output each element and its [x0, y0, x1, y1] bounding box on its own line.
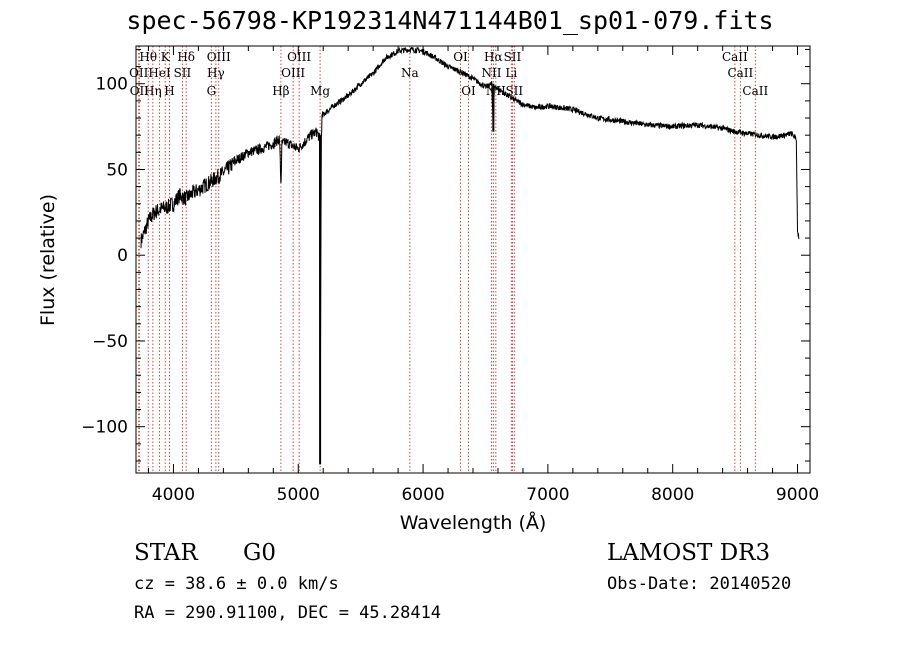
object-class: STAR — [134, 540, 198, 566]
line-label: CaII — [742, 84, 768, 98]
line-label: H — [164, 84, 174, 98]
y-axis: −100 −50 0 50 100 — [81, 48, 810, 462]
x-tick-label: 8000 — [651, 485, 694, 505]
line-label: K — [161, 50, 171, 64]
line-label: Hδ — [177, 50, 195, 64]
line-label: SII — [174, 66, 192, 80]
survey-name: LAMOST DR3 — [607, 540, 771, 566]
spectral-line-markers — [138, 46, 756, 473]
spectral-line-labels: OIIOIIHθHηHeIKHSIIHδGHγOIIIHβOIIIOIIIMgN… — [129, 50, 768, 98]
line-label: SII — [504, 50, 522, 64]
chart-title: spec-56798-KP192314N471144B01_sp01-079.f… — [126, 6, 774, 35]
y-tick-label: 50 — [106, 160, 128, 180]
line-label: G — [207, 84, 217, 98]
coordinates: RA = 290.91100, DEC = 45.28414 — [134, 603, 442, 623]
line-label: OII — [130, 84, 150, 98]
y-axis-label: Flux (relative) — [37, 194, 59, 326]
y-tick-label: 0 — [117, 246, 128, 266]
x-axis-label: Wavelength (Å) — [400, 511, 547, 534]
line-label: Hα — [484, 50, 503, 64]
line-label: SII — [505, 84, 523, 98]
flux-series-line — [140, 46, 800, 464]
x-axis: 4000 5000 6000 7000 8000 9000 — [147, 46, 819, 505]
line-label: Hθ — [139, 50, 157, 64]
redshift-readout: cz = 38.6 ± 0.0 km/s — [134, 574, 339, 594]
line-label: NII — [486, 84, 506, 98]
line-label: CaII — [722, 50, 748, 64]
line-label: Hη — [144, 84, 162, 98]
line-label: Na — [401, 66, 419, 80]
line-label: OIII — [207, 50, 231, 64]
line-label: CaII — [727, 66, 753, 80]
plot-frame — [135, 45, 811, 474]
object-subclass: G0 — [243, 540, 277, 566]
x-tick-label: 6000 — [401, 485, 444, 505]
line-label: OIII — [281, 66, 305, 80]
x-tick-label: 5000 — [277, 485, 320, 505]
y-tick-label: −50 — [92, 332, 128, 352]
line-label: Mg — [310, 84, 330, 98]
line-label: Hγ — [207, 66, 225, 80]
line-label: NII — [481, 66, 501, 80]
line-label: HeI — [148, 66, 171, 80]
line-label: OI — [461, 84, 476, 98]
y-tick-label: 100 — [96, 75, 128, 95]
y-tick-label: −100 — [81, 418, 128, 438]
line-label: Hβ — [272, 84, 289, 98]
line-label: Li — [505, 66, 517, 80]
series-layer — [140, 46, 800, 465]
x-tick-label: 9000 — [776, 485, 819, 505]
x-tick-label: 7000 — [526, 485, 569, 505]
x-tick-label: 4000 — [152, 485, 195, 505]
line-label: OII — [129, 66, 149, 80]
obs-date: Obs-Date: 20140520 — [607, 574, 792, 594]
line-label: OIII — [287, 50, 311, 64]
line-label: OI — [453, 50, 468, 64]
